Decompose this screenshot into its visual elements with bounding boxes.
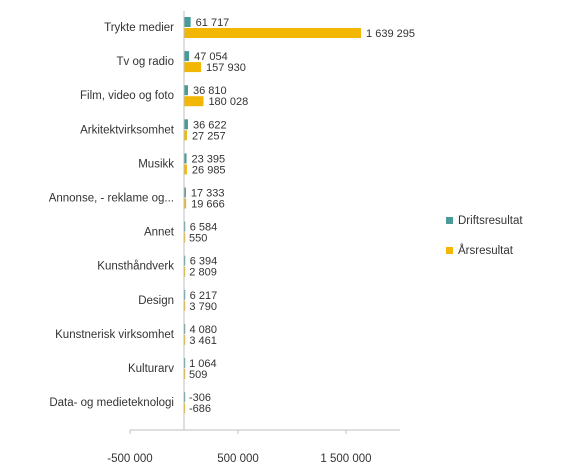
category-labels: Trykte medier Tv og radio Film, video og f… [49,22,175,409]
category-label: Musikk [138,158,174,170]
category-label: Trykte medier [104,22,174,34]
data-label: 27 257 [192,130,226,142]
category-label: Film, video og foto [80,90,174,102]
legend-swatch [446,217,453,224]
data-label: 509 [189,369,207,381]
data-label: 3 461 [189,335,217,347]
category-label: Kulturarv [128,363,174,375]
data-label: 61 717 [196,17,230,29]
bar-driftsresultat [184,17,191,27]
bars-group [184,17,361,413]
category-label: Data- og medieteknologi [49,397,174,409]
x-tick-label: 500 000 [217,453,259,465]
bar-arsresultat [184,62,201,72]
data-label: 2 809 [189,267,217,279]
bar-arsresultat [184,28,361,38]
bar-driftsresultat [184,51,189,61]
data-label: 157 930 [206,62,246,74]
data-label: 26 985 [192,164,226,176]
legend-label: Årsresultat [458,244,514,257]
bar-driftsresultat [184,119,188,129]
category-label: Tv og radio [116,56,174,68]
legend-swatch [446,247,453,254]
bar-arsresultat [184,96,203,106]
category-label: Design [138,295,174,307]
category-label: Kunsthåndverk [97,261,174,273]
bar-driftsresultat [184,85,188,95]
category-label: Annonse, - reklame og... [49,193,174,205]
x-tick-label: -500 000 [107,453,152,465]
legend-label: Driftsresultat [458,215,523,227]
category-label: Arkitektvirksomhet [80,124,175,136]
data-label: 19 666 [191,199,225,211]
data-label: 550 [189,233,207,245]
data-label: 180 028 [208,96,248,108]
data-label: 1 639 295 [366,28,415,40]
category-label: Kunstnerisk virksomhet [55,329,175,341]
category-label: Annet [144,227,175,239]
x-tick-label: 1 500 000 [320,453,371,465]
data-label: -686 [189,403,211,415]
data-label: 3 790 [189,301,217,313]
legend: Driftsresultat Årsresultat [446,215,523,257]
